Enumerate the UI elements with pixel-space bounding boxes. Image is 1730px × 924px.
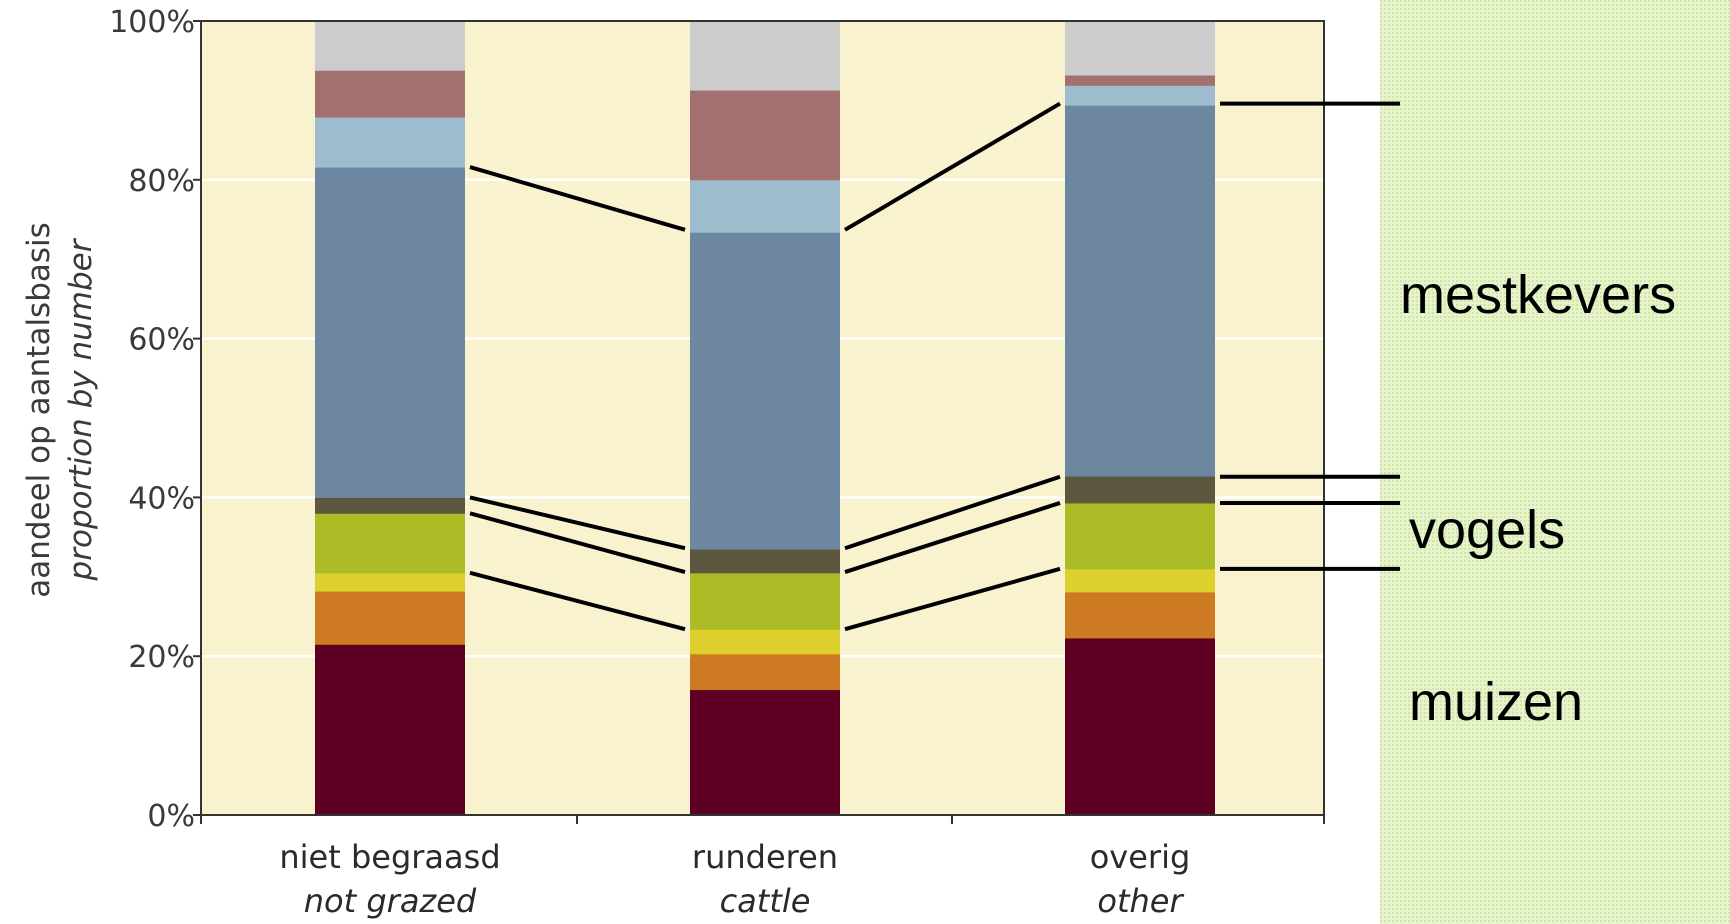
connector-line	[469, 165, 686, 232]
x-category-labels: niet begraasd not grazed runderen cattle ove…	[279, 838, 1190, 920]
bar-segment	[690, 689, 840, 816]
annotation-mestkevers: mestkevers	[1400, 265, 1676, 325]
y-axis-sublabel: proportion by number	[63, 237, 99, 581]
bar-segment	[315, 513, 465, 574]
annotation-vogels: vogels	[1409, 500, 1565, 560]
category-label: runderen	[692, 838, 838, 876]
bar-segment	[690, 629, 840, 655]
bar-segment	[690, 21, 840, 91]
connector-line	[469, 495, 686, 551]
bar-segment	[690, 653, 840, 691]
bar-segment	[315, 591, 465, 645]
y-axis-label: aandeel op aantalsbasis	[21, 222, 57, 598]
bar-segment	[1065, 475, 1215, 504]
bar-segment	[315, 572, 465, 592]
bar-segment	[690, 572, 840, 630]
bar-segment	[315, 644, 465, 816]
bar-segment	[1065, 568, 1215, 593]
category-sublabel: cattle	[720, 882, 811, 920]
bar-segment	[315, 21, 465, 71]
annotation-muizen: muizen	[1409, 672, 1583, 732]
axes	[193, 20, 1325, 824]
bar-segment	[690, 179, 840, 233]
bar-segment	[690, 232, 840, 550]
bar-segment	[315, 167, 465, 498]
connector-line	[844, 566, 1061, 632]
connector-lines	[469, 101, 1062, 632]
bar-segment	[1065, 21, 1215, 76]
plot-frame	[200, 20, 1325, 816]
y-tick-labels: 0% 20% 40% 60% 80% 100%	[109, 5, 195, 834]
y-tick-label: 0%	[147, 799, 195, 834]
connector-line	[844, 501, 1061, 574]
bar-segment	[1065, 502, 1215, 570]
annotation-lines	[1220, 101, 1400, 571]
category-label: niet begraasd	[279, 838, 500, 876]
y-tick-label: 100%	[109, 5, 195, 40]
bar-segment	[1065, 591, 1215, 639]
bar-segment	[1065, 85, 1215, 106]
bar-segment	[690, 549, 840, 574]
connector-line	[844, 474, 1061, 551]
bar-segment	[690, 90, 840, 181]
bar-segment	[315, 117, 465, 168]
connector-line	[469, 570, 686, 632]
y-tick-label: 20%	[128, 640, 195, 675]
bar-segment	[315, 70, 465, 118]
bar-segment	[1065, 74, 1215, 86]
category-sublabel: not grazed	[304, 882, 477, 920]
y-tick-label: 80%	[128, 164, 195, 199]
y-tick-label: 60%	[128, 323, 195, 358]
category-sublabel: other	[1097, 882, 1184, 920]
category-label: overig	[1090, 838, 1191, 876]
bar-segment	[1065, 637, 1215, 816]
bar-segment	[1065, 105, 1215, 477]
connector-line	[469, 511, 686, 574]
bar-segment	[315, 497, 465, 514]
bars	[315, 21, 1215, 816]
side-panel	[1380, 0, 1730, 924]
y-tick-label: 40%	[128, 481, 195, 516]
connector-line	[843, 101, 1062, 232]
